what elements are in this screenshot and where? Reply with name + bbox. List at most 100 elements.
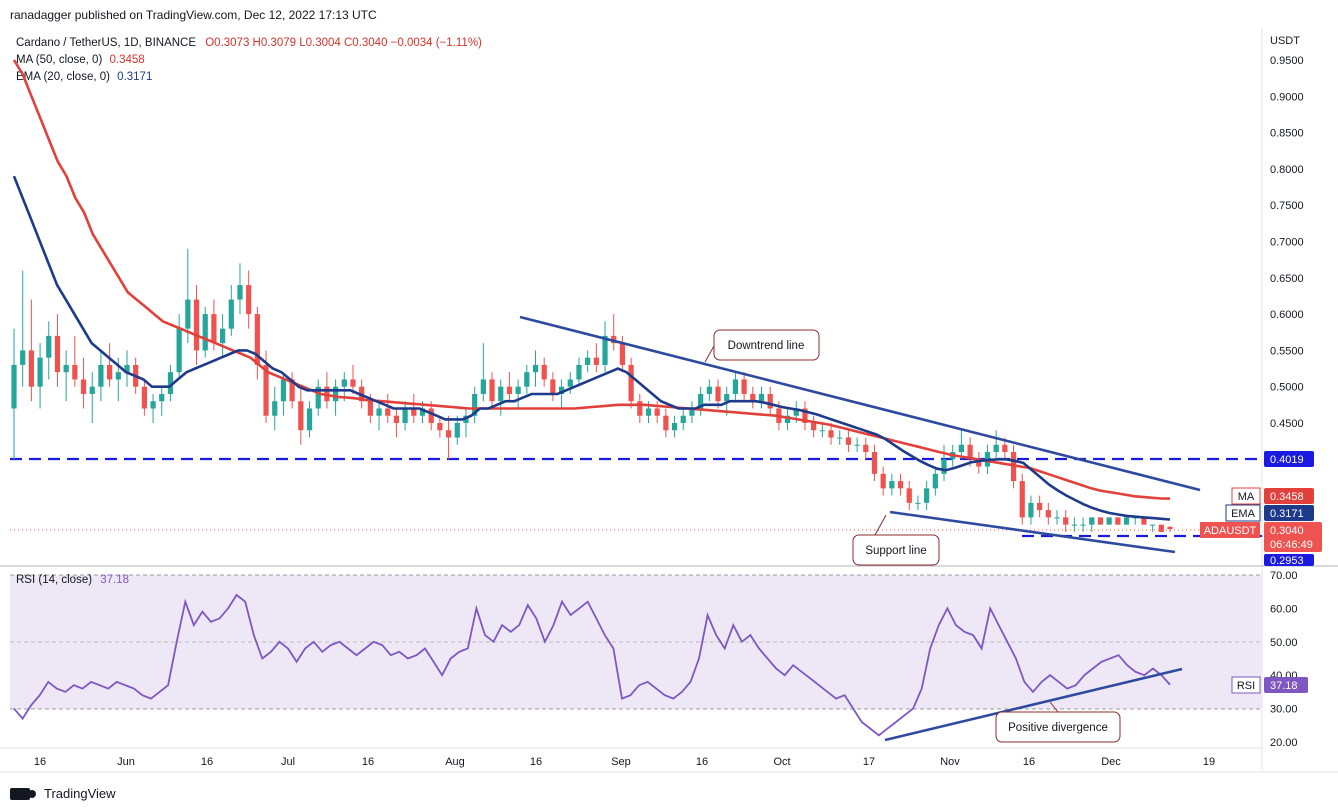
candle-body [306, 408, 313, 431]
candle-body [72, 364, 78, 380]
candle-body [654, 408, 660, 416]
tradingview-brand[interactable]: TradingView [10, 786, 116, 801]
last-tag-value: 0.3040 [1270, 525, 1304, 537]
candle-body [1089, 517, 1095, 525]
time-tick-label: 16 [34, 756, 46, 768]
candle-body [115, 372, 121, 380]
candle-body [211, 314, 217, 344]
candle-body [637, 401, 643, 416]
candle-body [263, 364, 269, 416]
candle-body [272, 401, 278, 416]
candle-body [854, 444, 860, 446]
rsi-tick-label: 50.00 [1270, 637, 1298, 649]
candle-body [1106, 517, 1112, 525]
candle-body [350, 379, 356, 387]
candle-body [767, 393, 773, 409]
candle-body [1019, 481, 1025, 518]
legend-symbol: Cardano / TetherUS, 1D, BINANCE [16, 37, 197, 49]
time-tick-label: Aug [445, 756, 465, 768]
downtrend-callout-text: Downtrend line [728, 340, 805, 352]
candle-body [524, 372, 530, 387]
downtrend-line[interactable] [519, 315, 1201, 492]
support-callout-text: Support line [865, 545, 926, 557]
candle-body [428, 408, 434, 423]
candle-body [758, 393, 765, 402]
candle-body [402, 408, 408, 423]
candle-body [680, 415, 686, 423]
candle-body [472, 393, 478, 416]
candle-body [784, 415, 791, 423]
candle-body [289, 379, 295, 402]
legend-ema-label: EMA (20, close, 0) [16, 71, 110, 83]
time-axis: 16 Jun 16 Jul 16 Aug 16 Sep 16 Oct 17 Nov 16 Dec 19 [34, 756, 1215, 768]
candle-body [246, 285, 252, 315]
support-tag [1264, 554, 1314, 566]
candle-body [845, 437, 852, 445]
candle-body [741, 379, 747, 394]
candle-body [671, 423, 678, 431]
candle-body [185, 299, 191, 329]
time-tick-label: 16 [362, 756, 374, 768]
support-trendline[interactable] [889, 510, 1176, 554]
candle-body [107, 364, 113, 380]
rsi-legend-value: 37.18 [100, 574, 129, 586]
candle-body [976, 459, 982, 467]
candle-body [124, 364, 130, 373]
candle-body [341, 379, 347, 387]
candle-body [480, 379, 486, 394]
price-tick-label: 0.7500 [1270, 200, 1304, 212]
candle-body [1115, 517, 1121, 525]
support-tag-value: 0.2953 [1270, 555, 1304, 567]
candle-body [811, 423, 817, 431]
candle-body [1097, 517, 1104, 525]
candle-body [828, 430, 834, 438]
brand-text: TradingView [44, 786, 116, 801]
candle-body [20, 350, 26, 365]
candle-body [619, 343, 626, 365]
candle-body [89, 386, 95, 394]
ma-tag-label: MA [1238, 491, 1255, 503]
candle-body [837, 437, 843, 439]
ma-tag-value: 0.3458 [1270, 491, 1304, 503]
last-tag-countdown: 06:46:49 [1270, 539, 1313, 551]
candle-body [28, 350, 34, 387]
candle-body [724, 393, 730, 402]
candle-body [237, 285, 243, 300]
candle-body [1141, 517, 1147, 525]
legend-symbol-row: Cardano / TetherUS, 1D, BINANCE O0.3073 … [16, 35, 482, 52]
ema-tag [1264, 505, 1314, 521]
tradingview-logo-icon [10, 787, 36, 800]
legend-ema-value: 0.3171 [117, 71, 153, 83]
resistance-tag [1264, 451, 1314, 467]
candle-body [993, 444, 999, 453]
divergence-callout-text: Positive divergence [1008, 722, 1108, 734]
ma-tag [1264, 488, 1314, 504]
rsi-trendline[interactable] [884, 667, 1183, 742]
candle-body [385, 408, 391, 416]
candle-body [1037, 502, 1043, 511]
time-tick-label: 17 [863, 756, 875, 768]
candle-body [576, 364, 582, 380]
candle-body [80, 379, 87, 394]
candle-body [732, 379, 739, 394]
candle-body [445, 430, 452, 438]
divergence-callout-pointer [1049, 701, 1059, 713]
candle-body [506, 386, 513, 394]
candle-body [46, 335, 52, 358]
candle-body [254, 314, 260, 365]
candle-body [1080, 524, 1086, 526]
candle-body [750, 393, 756, 402]
candle-body [663, 415, 669, 431]
price-unit-label: USDT [1270, 35, 1300, 47]
ema-tag-label-box [1225, 504, 1261, 522]
candle-body [967, 444, 973, 460]
rsi-tag-value: 37.18 [1270, 680, 1298, 692]
candle-body [550, 379, 556, 394]
candle-body [871, 452, 878, 474]
candle-body [411, 408, 417, 416]
candle-body [1150, 524, 1156, 526]
price-tick-label: 0.7000 [1270, 237, 1304, 249]
price-tick-label: 0.9500 [1270, 55, 1304, 67]
candle-body [167, 372, 174, 394]
